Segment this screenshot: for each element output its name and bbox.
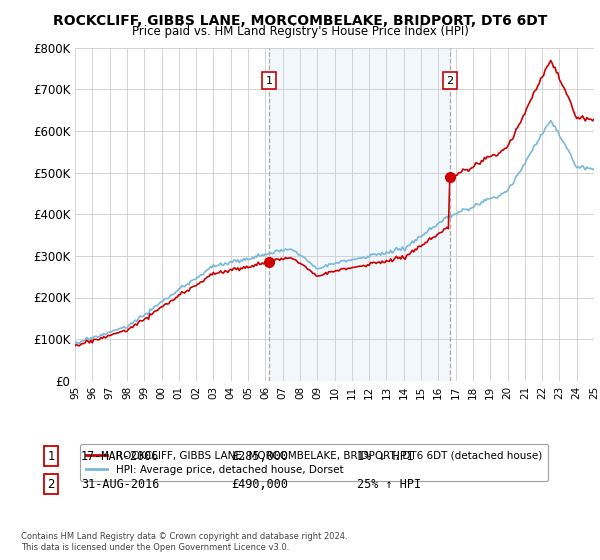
Text: 2: 2 <box>47 478 55 491</box>
Text: Price paid vs. HM Land Registry's House Price Index (HPI): Price paid vs. HM Land Registry's House … <box>131 25 469 38</box>
Text: Contains HM Land Registry data © Crown copyright and database right 2024.
This d: Contains HM Land Registry data © Crown c… <box>21 532 347 552</box>
Bar <box>269 48 450 381</box>
Text: £285,000: £285,000 <box>231 450 288 463</box>
Text: 1% ↓ HPI: 1% ↓ HPI <box>357 450 414 463</box>
Text: 31-AUG-2016: 31-AUG-2016 <box>81 478 160 491</box>
Legend: ROCKCLIFF, GIBBS LANE, MORCOMBELAKE, BRIDPORT, DT6 6DT (detached house), HPI: Av: ROCKCLIFF, GIBBS LANE, MORCOMBELAKE, BRI… <box>80 444 548 482</box>
Text: 25% ↑ HPI: 25% ↑ HPI <box>357 478 421 491</box>
Text: 1: 1 <box>265 76 272 86</box>
Text: ROCKCLIFF, GIBBS LANE, MORCOMBELAKE, BRIDPORT, DT6 6DT: ROCKCLIFF, GIBBS LANE, MORCOMBELAKE, BRI… <box>53 14 547 28</box>
Text: 2: 2 <box>446 76 453 86</box>
Text: 17-MAR-2006: 17-MAR-2006 <box>81 450 160 463</box>
Text: £490,000: £490,000 <box>231 478 288 491</box>
Text: 1: 1 <box>47 450 55 463</box>
